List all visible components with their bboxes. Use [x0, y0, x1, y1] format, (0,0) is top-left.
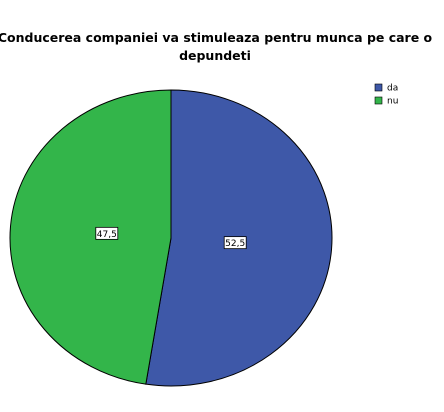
data-label-box — [223, 236, 247, 250]
data-label-box — [95, 226, 119, 240]
legend-label: nu — [387, 97, 398, 107]
legend-swatch — [374, 83, 383, 92]
legend-label: da — [387, 84, 398, 94]
pie-slice — [9, 89, 172, 385]
chart-title: Conducerea companiei va stimuleaza pentr… — [0, 30, 433, 63]
data-label: 47,5 — [97, 230, 117, 240]
legend-swatch — [374, 96, 383, 105]
data-label: 52,5 — [225, 239, 245, 249]
